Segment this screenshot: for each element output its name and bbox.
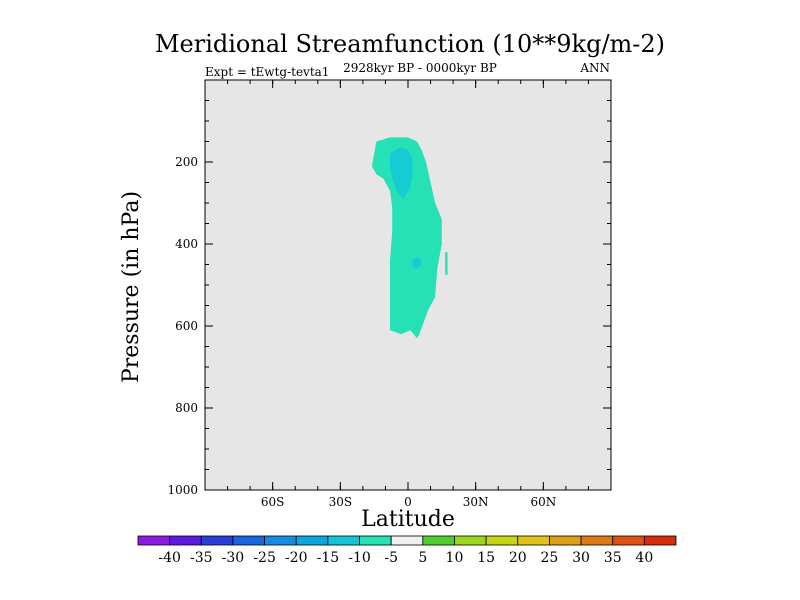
colorbar-swatch — [359, 535, 392, 546]
contour-region-0 — [371, 137, 442, 339]
colorbar-label: -40 — [158, 550, 181, 566]
x-tick-label: 60N — [530, 495, 556, 509]
colorbar-label: 15 — [477, 550, 495, 566]
colorbar-swatch — [169, 535, 202, 546]
colorbar-label: 35 — [604, 550, 622, 566]
chart-title: Meridional Streamfunction (10**9kg/m-2) — [155, 30, 665, 58]
colorbar-swatch — [485, 535, 519, 546]
colorbar-swatch — [580, 535, 614, 546]
colorbar-label: -35 — [190, 550, 213, 566]
contour-region-3 — [445, 252, 448, 275]
colorbar-label: 30 — [572, 550, 590, 566]
contour-region-2 — [412, 257, 422, 269]
colorbar-swatch — [612, 535, 645, 546]
colorbar-label: 25 — [540, 550, 558, 566]
x-axis-label: Latitude — [361, 507, 455, 532]
colorbar-swatch — [517, 535, 550, 546]
y-tick-label: 200 — [175, 155, 198, 169]
y-tick-label: 400 — [175, 237, 198, 251]
colorbar-label: 5 — [418, 550, 427, 566]
colorbar-swatch — [549, 535, 582, 546]
colorbar-swatch — [264, 535, 297, 546]
x-tick-label: 30N — [463, 495, 489, 509]
colorbar-swatch — [454, 535, 487, 546]
colorbar-swatch — [643, 535, 677, 546]
axis-ticks: 60S 30S 0 30N 60N 200 400 600 800 1000 — [167, 79, 612, 509]
experiment-label: Expt = tEwtg-tevta1 — [205, 65, 329, 79]
colorbar-swatch — [200, 535, 234, 546]
colorbar-label: -5 — [384, 550, 398, 566]
colorbar-swatch — [327, 535, 360, 546]
colorbar: -40 -35 -30 -25 -20 -15 -10 -5 5 10 15 20 25 30 35 40 — [137, 535, 677, 566]
colorbar-swatch — [390, 535, 424, 546]
y-tick-label: 800 — [175, 401, 198, 415]
season-label: ANN — [579, 61, 610, 75]
y-axis-label: Pressure (in hPa) — [119, 191, 144, 383]
colorbar-label: -20 — [285, 550, 308, 566]
contour-fills — [371, 137, 448, 339]
colorbar-label: 20 — [509, 550, 527, 566]
colorbar-swatch — [422, 535, 455, 546]
x-tick-label: 60S — [261, 495, 285, 509]
chart-subtitle: 2928kyr BP - 0000kyr BP — [343, 61, 497, 75]
x-tick-label: 0 — [404, 495, 412, 509]
y-tick-label: 1000 — [167, 483, 198, 497]
colorbar-label: -15 — [317, 550, 340, 566]
x-tick-label: 30S — [329, 495, 353, 509]
y-tick-label: 600 — [175, 319, 198, 333]
colorbar-label: -30 — [222, 550, 245, 566]
colorbar-swatch — [295, 535, 329, 546]
colorbar-label: 10 — [446, 550, 464, 566]
contour-region-1 — [390, 147, 413, 199]
colorbar-label: 40 — [635, 550, 653, 566]
colorbar-swatch — [232, 535, 265, 546]
colorbar-label: -10 — [348, 550, 371, 566]
colorbar-label: -25 — [253, 550, 276, 566]
colorbar-swatch — [137, 535, 171, 546]
